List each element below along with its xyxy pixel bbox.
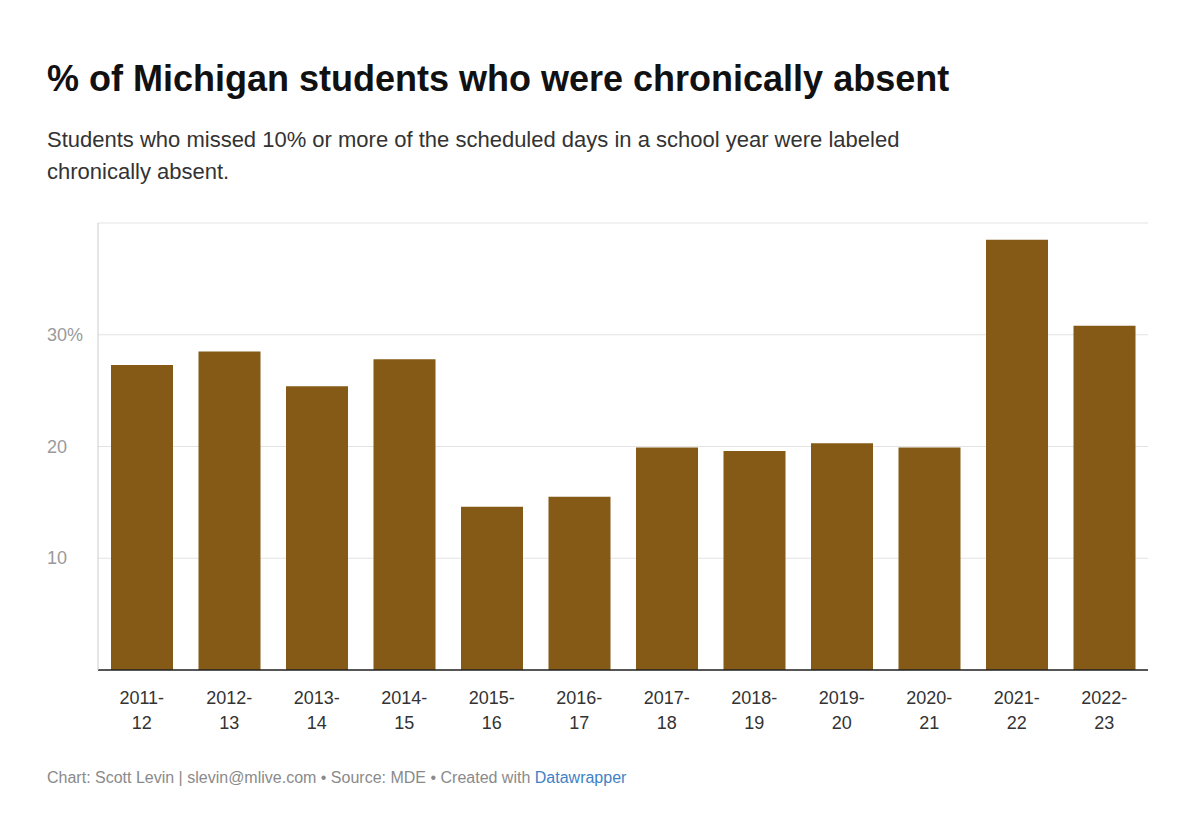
svg-text:2019-20: 2019-20	[819, 688, 865, 733]
html-text:% of Michigan students who wer: % of Michigan students who were chronica…	[47, 58, 950, 99]
html-text:Students who missed 10% or mor: Students who missed 10% or more of the s…	[47, 127, 900, 184]
svg-text:2012-13: 2012-13	[206, 688, 252, 733]
svg-text:20: 20	[47, 437, 67, 457]
svg-text:2017-18: 2017-18	[644, 688, 690, 733]
svg-text:2021-22: 2021-22	[994, 688, 1040, 733]
svg-text:30%: 30%	[47, 325, 83, 345]
svg-text:2015-16: 2015-16	[469, 688, 515, 733]
svg-text:10: 10	[47, 548, 67, 568]
svg-text:2016-17: 2016-17	[556, 688, 602, 733]
svg-text:2020-21: 2020-21	[906, 688, 952, 733]
svg-text:2018-19: 2018-19	[731, 688, 777, 733]
svg-text:2013-14: 2013-14	[294, 688, 340, 733]
svg-text:2011-12: 2011-12	[119, 688, 164, 733]
html-text:Chart: Scott Levin | slevin@ml: Chart: Scott Levin | slevin@mlive.com • …	[47, 769, 627, 786]
svg-text:2022-23: 2022-23	[1081, 688, 1127, 733]
svg-text:2014-15: 2014-15	[381, 688, 427, 733]
